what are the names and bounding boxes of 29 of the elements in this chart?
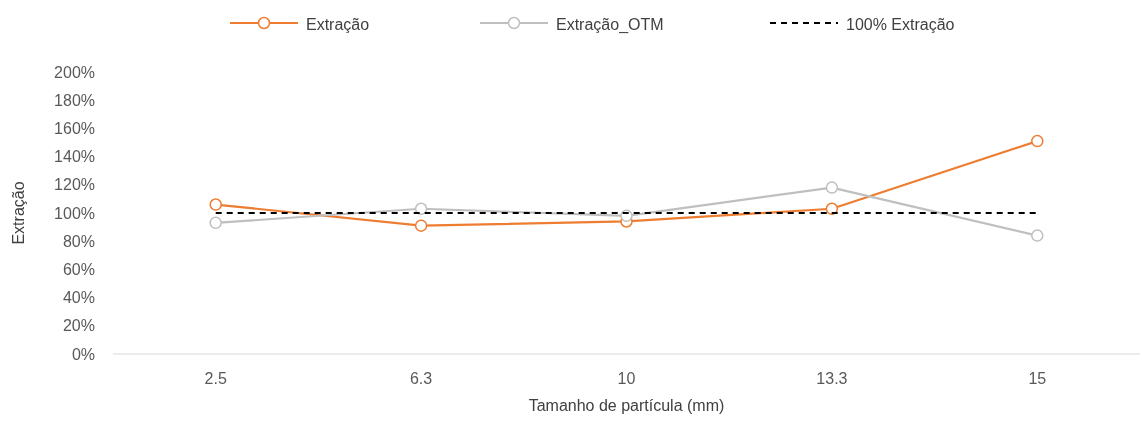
point bbox=[209, 198, 222, 211]
legend-label: Extração_OTM bbox=[556, 15, 664, 34]
y-tick-label: 200% bbox=[54, 63, 95, 81]
x-tick-label: 6.3 bbox=[409, 370, 433, 387]
y-tick-label: 40% bbox=[62, 289, 95, 307]
y-tick-label: 60% bbox=[62, 261, 95, 278]
legend-label: Extração bbox=[306, 15, 370, 33]
point bbox=[209, 216, 222, 230]
y-axis-title: Extração bbox=[10, 181, 27, 245]
x-axis-title: Tamanho de partícula (mm) bbox=[528, 397, 725, 414]
x-tick-label: 10 bbox=[617, 370, 636, 387]
y-tick-label: 180% bbox=[54, 91, 95, 109]
point bbox=[1031, 134, 1044, 148]
y-tick-label: 100% bbox=[54, 204, 95, 222]
x-tick-label: 2.5 bbox=[204, 370, 227, 387]
point bbox=[414, 202, 428, 216]
y-tick-label: 0% bbox=[71, 345, 95, 363]
y-tick-label: 140% bbox=[54, 148, 95, 166]
point bbox=[825, 202, 839, 216]
y-tick-label: 80% bbox=[62, 232, 95, 250]
legend-label: 100% Extração bbox=[846, 15, 955, 33]
x-tick-label: 15 bbox=[1028, 370, 1047, 387]
y-tick-label: 120% bbox=[54, 176, 95, 194]
y-tick-label: 160% bbox=[54, 120, 95, 137]
x-tick-label: 13.3 bbox=[816, 370, 848, 387]
point bbox=[414, 219, 428, 232]
point bbox=[825, 181, 839, 194]
y-tick-label: 20% bbox=[62, 317, 95, 335]
point bbox=[1031, 229, 1044, 242]
